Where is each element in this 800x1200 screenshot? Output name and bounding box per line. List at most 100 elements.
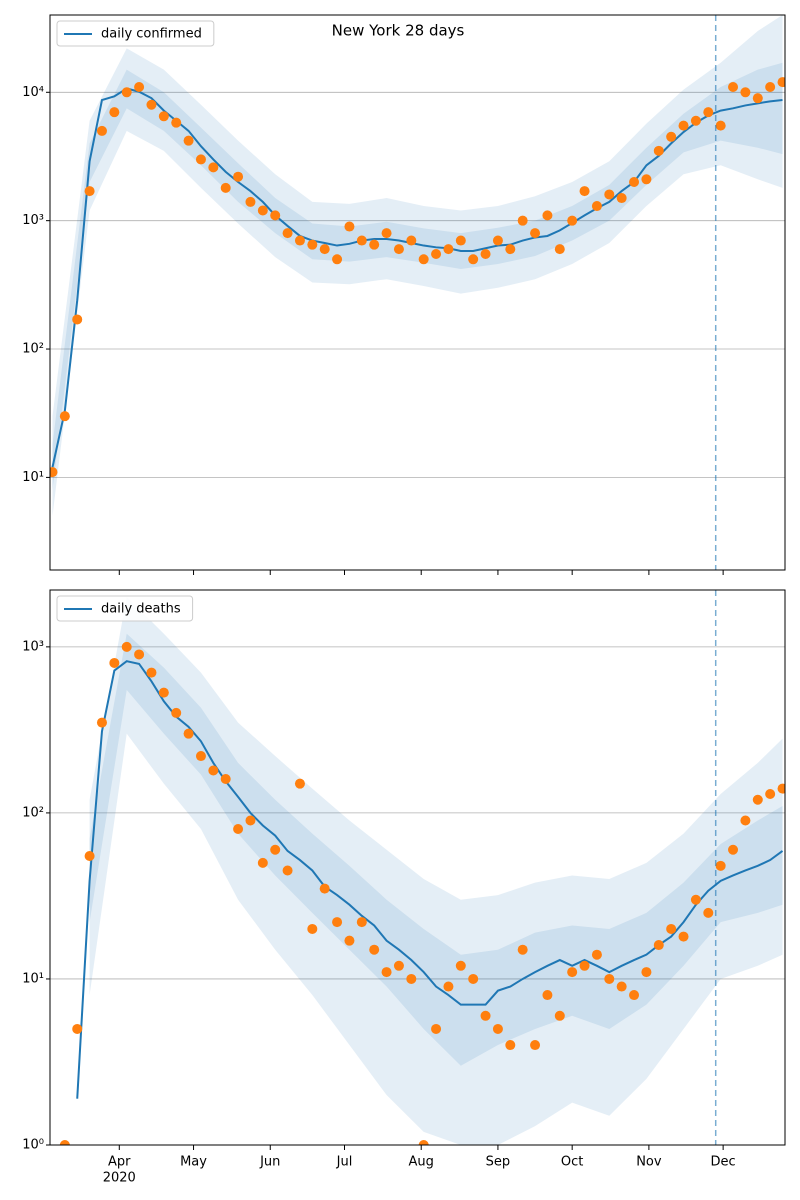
observed-point	[480, 248, 491, 259]
plot-area	[50, 590, 785, 1145]
observed-point	[270, 210, 281, 221]
x-tick-label: Jul	[336, 1155, 353, 1170]
observed-point	[121, 641, 132, 652]
observed-point	[270, 844, 281, 855]
observed-point	[158, 687, 169, 698]
observed-point	[517, 944, 528, 955]
y-tick-label: 10¹	[22, 971, 44, 986]
observed-point	[765, 788, 776, 799]
observed-point	[505, 1040, 516, 1051]
observed-point	[567, 215, 578, 226]
observed-point	[183, 135, 194, 146]
confidence-band	[89, 596, 783, 1145]
observed-point	[381, 228, 392, 239]
axes-frame	[49, 14, 786, 571]
chart-title: New York 28 days	[332, 22, 465, 40]
observed-point	[307, 239, 318, 250]
observed-point	[666, 131, 677, 142]
x-tick-label: Dec	[711, 1155, 736, 1170]
observed-point	[728, 81, 739, 92]
confidence-band	[89, 633, 783, 1066]
observed-point	[777, 77, 785, 88]
y-tick-label: 10⁴	[22, 85, 44, 100]
observed-point	[418, 1140, 429, 1145]
observed-point	[282, 228, 293, 239]
observed-point	[109, 107, 120, 118]
plot-area	[50, 15, 785, 570]
observed-point	[418, 254, 429, 265]
legend: daily deaths	[56, 595, 194, 622]
observed-point	[431, 248, 442, 259]
observed-point	[740, 87, 751, 98]
observed-point	[257, 205, 268, 216]
observed-point	[443, 244, 454, 255]
observed-point	[715, 860, 726, 871]
observed-point	[319, 244, 330, 255]
observed-point	[765, 81, 776, 92]
observed-point	[554, 1010, 565, 1021]
y-tick-label: 10⁰	[22, 1138, 44, 1153]
observed-point	[195, 751, 206, 762]
observed-point	[72, 314, 83, 325]
observed-point	[146, 99, 157, 110]
observed-point	[233, 823, 244, 834]
legend-box	[56, 595, 194, 622]
observed-point	[530, 1040, 541, 1051]
confidence-band	[52, 62, 783, 490]
observed-point	[567, 967, 578, 978]
observed-point	[208, 765, 219, 776]
observed-point	[554, 244, 565, 255]
observed-point	[678, 931, 689, 942]
series-line	[76, 660, 784, 1099]
observed-point	[591, 201, 602, 212]
observed-point	[369, 239, 380, 250]
observed-point	[616, 193, 627, 204]
y-tick-label: 10³	[22, 639, 44, 654]
observed-point	[629, 177, 640, 188]
observed-point	[666, 923, 677, 934]
observed-point	[220, 774, 231, 785]
legend-box	[56, 20, 215, 47]
observed-point	[59, 1140, 70, 1145]
observed-point	[690, 894, 701, 905]
observed-point	[356, 917, 367, 928]
x-tick-label: Oct	[561, 1155, 583, 1170]
observed-point	[740, 815, 751, 826]
observed-point	[604, 973, 615, 984]
observed-point	[591, 949, 602, 960]
axes-frame	[49, 589, 786, 1146]
observed-point	[653, 145, 664, 156]
observed-point	[220, 182, 231, 193]
observed-point	[752, 794, 763, 805]
observed-point	[455, 960, 466, 971]
observed-point	[406, 973, 417, 984]
observed-point	[332, 917, 343, 928]
x-tick-label: Sep	[486, 1155, 511, 1170]
observed-point	[307, 923, 318, 934]
observed-point	[245, 815, 256, 826]
observed-point	[715, 120, 726, 131]
observed-point	[653, 940, 664, 951]
observed-point	[96, 717, 107, 728]
observed-point	[134, 649, 145, 660]
observed-point	[641, 967, 652, 978]
observed-point	[344, 221, 355, 232]
observed-point	[629, 990, 640, 1001]
observed-point	[505, 244, 516, 255]
observed-point	[158, 111, 169, 122]
observed-point	[332, 254, 343, 265]
observed-point	[468, 254, 479, 265]
x-tick-label: Jun	[259, 1155, 280, 1170]
legend-label: daily confirmed	[101, 27, 202, 42]
observed-point	[703, 107, 714, 118]
observed-point	[183, 728, 194, 739]
observed-point	[121, 87, 132, 98]
observed-point	[492, 1023, 503, 1034]
x-year-label: 2020	[103, 1171, 136, 1186]
observed-point	[728, 844, 739, 855]
observed-point	[257, 857, 268, 868]
observed-point	[690, 115, 701, 126]
observed-point	[294, 778, 305, 789]
